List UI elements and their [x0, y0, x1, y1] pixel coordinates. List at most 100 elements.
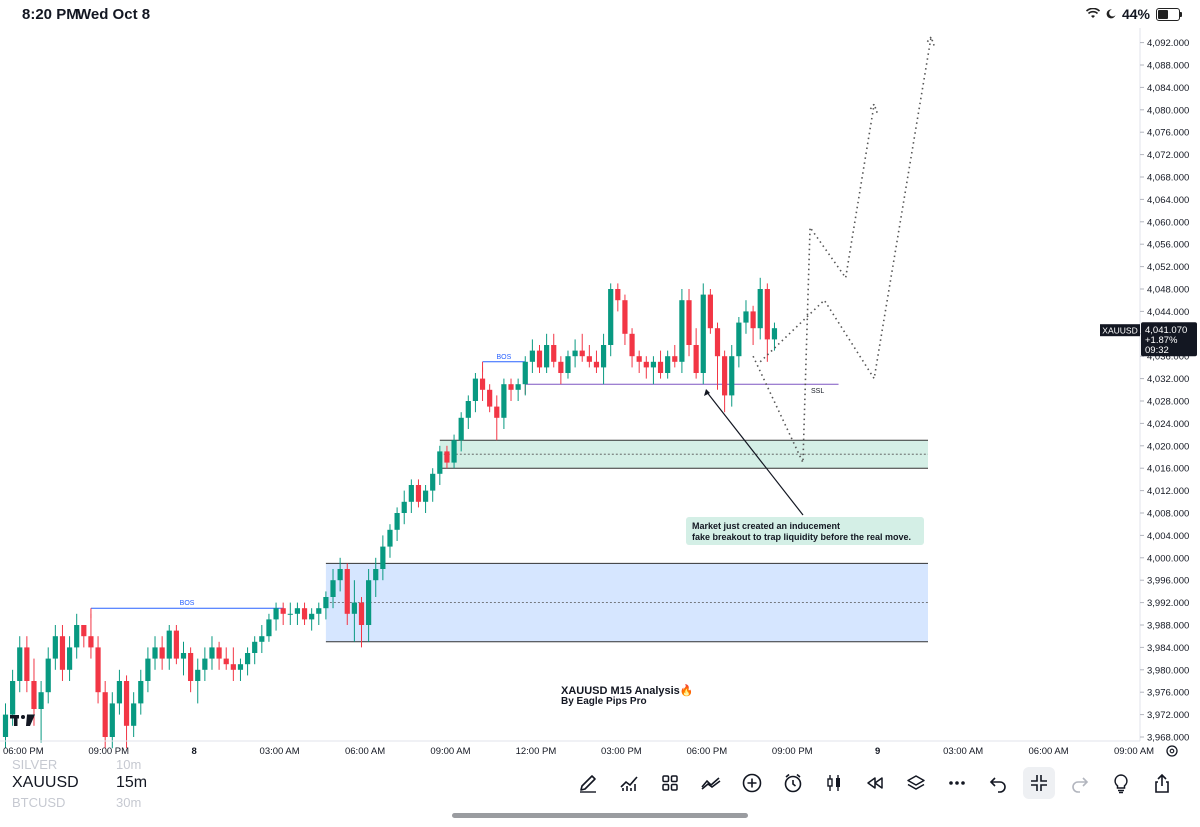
candle-body	[643, 361, 649, 368]
moon-icon	[1106, 6, 1116, 22]
candle	[344, 563, 350, 625]
price-tick-label: 4,004.000	[1147, 531, 1189, 542]
candle-body	[415, 485, 422, 502]
indicators-icon[interactable]	[613, 767, 645, 799]
candle-body	[180, 653, 187, 659]
settings-gear-icon[interactable]	[1166, 745, 1178, 757]
candle	[223, 647, 229, 670]
candle-body	[330, 580, 336, 597]
candle	[301, 602, 308, 625]
watchlist-symbol: SILVER	[12, 757, 58, 772]
replay-icon[interactable]	[859, 767, 891, 799]
active-symbol: XAUUSD	[12, 774, 79, 791]
candle	[487, 384, 493, 413]
price-tick-label: 4,056.000	[1147, 240, 1189, 251]
candle	[159, 636, 165, 670]
candle	[722, 350, 728, 413]
candle-body	[622, 300, 628, 334]
candle	[565, 350, 571, 379]
candle-body	[729, 356, 735, 396]
candle	[209, 636, 215, 670]
fullscreen-exit-icon[interactable]	[1023, 767, 1055, 799]
candle-body	[771, 328, 778, 340]
candle	[636, 350, 642, 373]
time-tick-label: 06:00 PM	[3, 746, 44, 757]
watchlist-timeframe: 30m	[116, 795, 142, 810]
price-tick-label: 3,988.000	[1147, 621, 1189, 632]
candle-body	[216, 647, 222, 659]
bar-countdown: 09:32	[1145, 345, 1169, 356]
time-tick-label: 06:00 PM	[686, 746, 727, 757]
redo-icon[interactable]	[1064, 767, 1096, 799]
candle-body	[593, 361, 600, 368]
candle-body	[223, 658, 229, 665]
candle	[123, 675, 130, 749]
candle	[45, 647, 51, 704]
candle	[444, 445, 450, 469]
candle	[494, 395, 500, 441]
candle-body	[301, 608, 308, 620]
compare-icon[interactable]	[695, 767, 727, 799]
more-icon[interactable]	[941, 767, 973, 799]
candle-body	[173, 630, 179, 659]
candle-body	[401, 501, 407, 513]
candle	[195, 658, 201, 704]
candle-body	[422, 490, 429, 502]
price-tick-label: 4,064.000	[1147, 195, 1189, 206]
candle	[686, 289, 692, 357]
candle-body	[45, 658, 51, 693]
candle	[102, 681, 108, 749]
candle	[707, 289, 713, 334]
price-tick-label: 4,032.000	[1147, 374, 1189, 385]
price-chart[interactable]: BOS BOS SSL Market just created an induceme…	[0, 0, 1200, 760]
alert-icon[interactable]	[777, 767, 809, 799]
time-tick-label: 8	[192, 746, 197, 757]
candle-body	[672, 356, 678, 362]
candle-body	[159, 647, 165, 659]
candle	[74, 613, 80, 659]
price-tick-label: 3,984.000	[1147, 643, 1189, 654]
candle	[522, 356, 528, 396]
candle	[330, 569, 336, 609]
price-tick-label: 4,092.000	[1147, 38, 1189, 49]
add-icon[interactable]	[736, 767, 768, 799]
layout-grid-icon[interactable]	[654, 767, 686, 799]
candle	[394, 507, 400, 541]
candle-body	[608, 289, 614, 345]
candle-body	[387, 529, 393, 547]
candle-body	[287, 613, 293, 615]
candle	[294, 602, 301, 625]
price-tick-label: 4,028.000	[1147, 397, 1189, 408]
candle	[387, 524, 393, 558]
candle-body	[693, 345, 699, 373]
candle	[558, 356, 564, 385]
pencil-icon[interactable]	[572, 767, 604, 799]
price-tick-label: 4,020.000	[1147, 441, 1189, 452]
candle-body	[209, 647, 215, 659]
lightbulb-icon[interactable]	[1105, 767, 1137, 799]
price-tick-label: 4,036.000	[1147, 352, 1189, 363]
candle	[266, 613, 272, 642]
candle-body	[74, 625, 80, 648]
candle-body	[66, 647, 73, 670]
candle-body	[88, 636, 94, 648]
time-tick-label: 09:00 PM	[88, 746, 129, 757]
candle	[608, 283, 614, 357]
candle-body	[565, 356, 571, 373]
share-icon[interactable]	[1146, 767, 1178, 799]
price-tick-label: 3,976.000	[1147, 688, 1189, 699]
candle-body	[451, 440, 457, 463]
candle	[714, 322, 721, 390]
candle	[515, 378, 521, 401]
time-tick-label: 03:00 AM	[943, 746, 983, 757]
price-tick-label: 3,968.000	[1147, 733, 1189, 744]
price-tick-label: 4,052.000	[1147, 262, 1189, 273]
chart-toolbar	[572, 767, 1178, 799]
candle-body	[237, 664, 244, 670]
candle-body	[17, 647, 23, 681]
candles-icon[interactable]	[818, 767, 850, 799]
undo-icon[interactable]	[982, 767, 1014, 799]
logo-slash	[26, 714, 35, 726]
layers-icon[interactable]	[900, 767, 932, 799]
projection-path-1	[752, 104, 875, 463]
